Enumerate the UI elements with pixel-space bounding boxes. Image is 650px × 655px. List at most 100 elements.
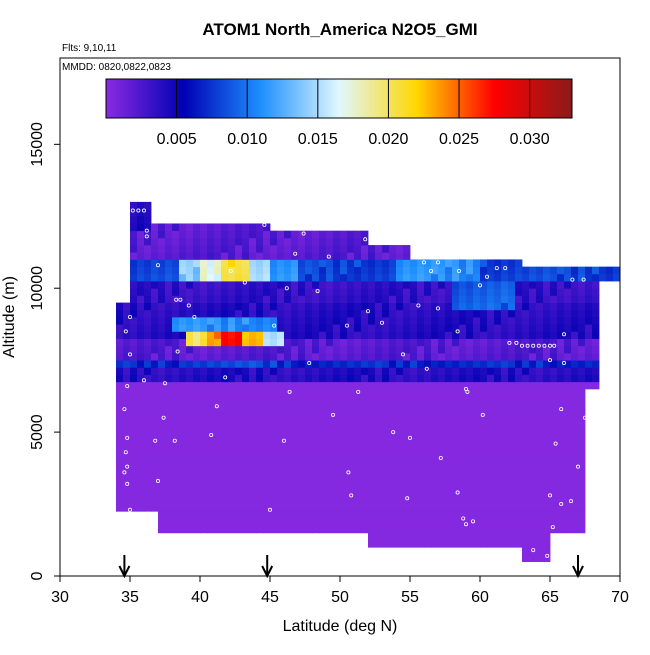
heatmap-cell (529, 267, 536, 275)
heatmap-cell (522, 418, 529, 426)
heatmap-cell (431, 468, 438, 476)
heatmap-cell (193, 252, 200, 260)
heatmap-cell (123, 439, 130, 447)
heatmap-cell (522, 331, 529, 339)
heatmap-cell (494, 425, 501, 433)
heatmap-cell (123, 353, 130, 361)
heatmap-cell (361, 454, 368, 462)
heatmap-cell (130, 281, 137, 289)
heatmap-cell (452, 324, 459, 332)
heatmap-cell (487, 475, 494, 483)
heatmap-cell (375, 375, 382, 383)
heatmap-cell (347, 310, 354, 318)
heatmap-cell (459, 504, 466, 512)
heatmap-cell (179, 454, 186, 462)
heatmap-cell (410, 425, 417, 433)
heatmap-cell (403, 382, 410, 390)
heatmap-cell (263, 497, 270, 505)
heatmap-cell (144, 245, 151, 253)
heatmap-cell (354, 382, 361, 390)
heatmap-cell (333, 432, 340, 440)
heatmap-cell (578, 511, 585, 519)
heatmap-cell (459, 310, 466, 318)
heatmap-cell (424, 490, 431, 498)
heatmap-cell (389, 310, 396, 318)
heatmap-cell (172, 511, 179, 519)
heatmap-cell (368, 526, 375, 534)
heatmap-cell (137, 497, 144, 505)
heatmap-cell (564, 425, 571, 433)
heatmap-cell (501, 396, 508, 404)
heatmap-cell (368, 331, 375, 339)
heatmap-cell (487, 411, 494, 419)
heatmap-cell (403, 310, 410, 318)
heatmap-cell (487, 310, 494, 318)
heatmap-cell (144, 267, 151, 275)
heatmap-cell (487, 367, 494, 375)
heatmap-cell (459, 461, 466, 469)
heatmap-cell (585, 310, 592, 318)
heatmap-cell (550, 281, 557, 289)
heatmap-cell (235, 252, 242, 260)
heatmap-cell (571, 367, 578, 375)
heatmap-cell (529, 331, 536, 339)
heatmap-cell (312, 353, 319, 361)
heatmap-cell (221, 274, 228, 282)
heatmap-cell (578, 317, 585, 325)
heatmap-cell (459, 396, 466, 404)
x-tick-label: 50 (331, 589, 349, 606)
heatmap-cell (382, 346, 389, 354)
heatmap-cell (347, 482, 354, 490)
heatmap-cell (326, 396, 333, 404)
heatmap-cell (228, 511, 235, 519)
heatmap-cell (207, 389, 214, 397)
heatmap-cell (137, 331, 144, 339)
heatmap-cell (445, 346, 452, 354)
heatmap-cell (291, 504, 298, 512)
heatmap-cell (361, 238, 368, 246)
heatmap-cell (298, 245, 305, 253)
heatmap-cell (494, 411, 501, 419)
heatmap-cell (508, 375, 515, 383)
heatmap-cell (431, 411, 438, 419)
heatmap-cell (396, 267, 403, 275)
heatmap-cell (116, 490, 123, 498)
heatmap-cell (382, 274, 389, 282)
heatmap-cell (291, 454, 298, 462)
heatmap-cell (151, 274, 158, 282)
heatmap-cell (158, 281, 165, 289)
heatmap-cell (557, 454, 564, 462)
heatmap-cell (347, 475, 354, 483)
heatmap-cell (543, 504, 550, 512)
heatmap-cell (508, 432, 515, 440)
heatmap-cell (417, 382, 424, 390)
heatmap-cell (550, 324, 557, 332)
heatmap-cell (319, 238, 326, 246)
heatmap-cell (200, 303, 207, 311)
heatmap-cell (130, 396, 137, 404)
heatmap-cell (249, 346, 256, 354)
heatmap-cell (529, 461, 536, 469)
heatmap-cell (235, 403, 242, 411)
heatmap-cell (557, 475, 564, 483)
heatmap-cell (305, 468, 312, 476)
heatmap-cell (438, 403, 445, 411)
heatmap-cell (144, 202, 151, 210)
heatmap-cell (221, 526, 228, 534)
heatmap-cell (137, 324, 144, 332)
heatmap-cell (298, 367, 305, 375)
heatmap-cell (410, 281, 417, 289)
heatmap-cell (410, 324, 417, 332)
heatmap-cell (186, 238, 193, 246)
heatmap-cell (172, 223, 179, 231)
heatmap-cell (403, 411, 410, 419)
heatmap-cell (557, 317, 564, 325)
heatmap-cell (403, 331, 410, 339)
heatmap-cell (193, 475, 200, 483)
heatmap-cell (130, 411, 137, 419)
heatmap-cell (284, 259, 291, 267)
heatmap-cell (417, 396, 424, 404)
heatmap-cell (137, 346, 144, 354)
heatmap-cell (424, 382, 431, 390)
heatmap-cell (277, 425, 284, 433)
